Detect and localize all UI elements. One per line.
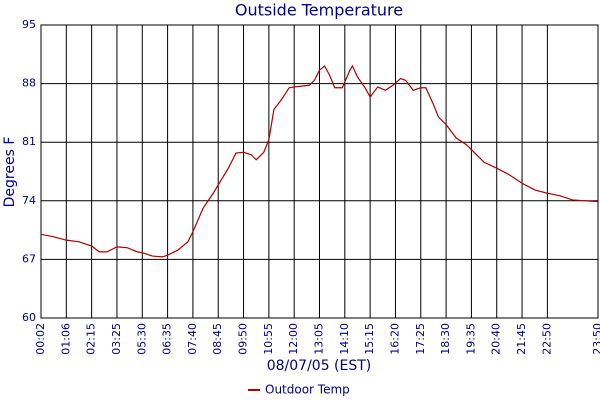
x-tick-label: 13:05 bbox=[313, 323, 326, 355]
data-line bbox=[40, 64, 599, 258]
x-tick-label: 19:35 bbox=[464, 323, 477, 355]
x-tick-label: 21:45 bbox=[515, 323, 528, 355]
x-tick-label: 18:30 bbox=[439, 323, 452, 355]
y-tick-label: 95 bbox=[22, 18, 36, 31]
x-axis-label: 08/07/05 (EST) bbox=[267, 358, 372, 374]
x-tick-label: 15:15 bbox=[363, 323, 376, 355]
x-tick-label: 00:02 bbox=[34, 323, 47, 355]
x-tick-label: 10:55 bbox=[262, 323, 275, 355]
x-tick-label: 03:25 bbox=[110, 323, 123, 355]
y-tick-label: 60 bbox=[22, 311, 36, 324]
y-axis-label: Degrees F bbox=[2, 137, 18, 208]
chart-title: Outside Temperature bbox=[235, 1, 403, 20]
x-tick-label: 22:50 bbox=[540, 323, 553, 355]
y-tick-label: 88 bbox=[22, 77, 36, 90]
x-tick-label: 20:40 bbox=[490, 323, 503, 355]
x-tick-label: 05:30 bbox=[135, 323, 148, 355]
x-tick-label: 07:40 bbox=[186, 323, 199, 355]
x-tick-label: 16:20 bbox=[388, 323, 401, 355]
y-tick-label: 74 bbox=[22, 194, 36, 207]
x-tick-label: 17:25 bbox=[414, 323, 427, 355]
x-tick-label: 01:06 bbox=[59, 323, 72, 355]
x-tick-label: 12:00 bbox=[287, 323, 300, 355]
y-tick-label: 81 bbox=[22, 135, 36, 148]
x-tick-label: 23:50 bbox=[591, 323, 600, 355]
x-tick-label: 09:50 bbox=[237, 323, 250, 355]
y-tick-label: 67 bbox=[22, 252, 36, 265]
x-tick-label: 08:45 bbox=[211, 323, 224, 355]
x-tick-label: 14:10 bbox=[338, 323, 351, 355]
plot-frame bbox=[40, 24, 599, 319]
legend-label: Outdoor Temp bbox=[265, 383, 350, 397]
x-tick-label: 06:35 bbox=[161, 323, 174, 355]
x-tick-label: 02:15 bbox=[85, 323, 98, 355]
